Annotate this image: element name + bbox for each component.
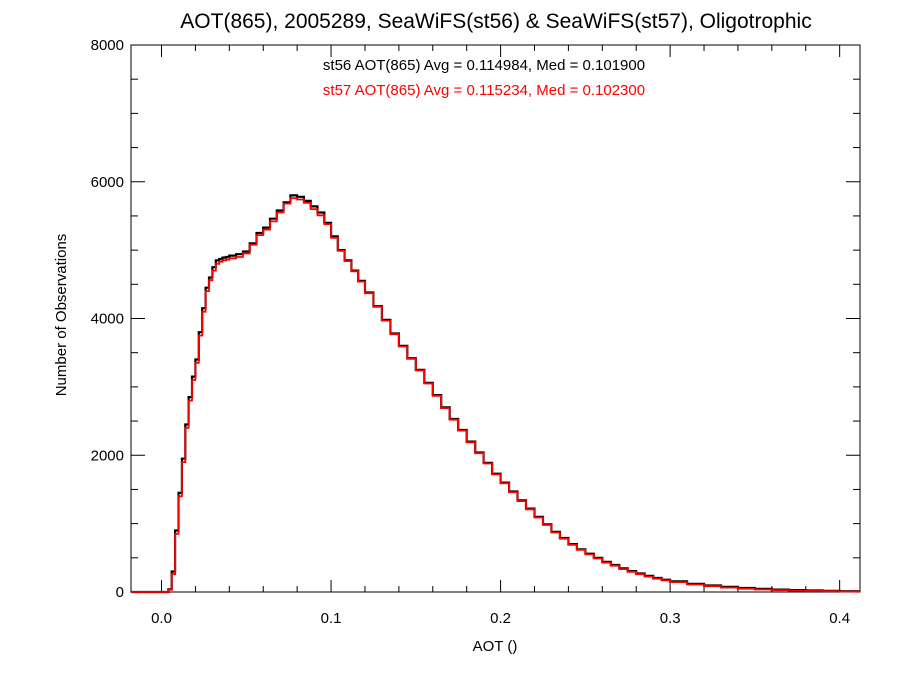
series-st56-line [131, 194, 860, 594]
plot-frame [130, 44, 861, 593]
x-tick-label: 0.4 [829, 610, 850, 627]
y-tick-label: 8000 [91, 37, 124, 54]
y-tick-label: 6000 [91, 174, 124, 191]
x-axis-ticks: 0.0 0.1 0.2 0.3 0.4 [151, 45, 850, 627]
y-tick-label: 0 [116, 584, 124, 601]
y-axis-label: Number of Observations [53, 234, 70, 397]
series-st57-line [131, 197, 860, 593]
y-tick-label: 2000 [91, 447, 124, 464]
x-axis-label: AOT () [473, 638, 518, 655]
y-axis-ticks: 0 2000 4000 6000 8000 [91, 37, 860, 601]
series-layer [131, 194, 860, 594]
annotation-st57-stats: st57 AOT(865) Avg = 0.115234, Med = 0.10… [323, 82, 645, 99]
annotation-st56-stats: st56 AOT(865) Avg = 0.114984, Med = 0.10… [323, 57, 645, 74]
x-tick-label: 0.3 [660, 610, 681, 627]
x-tick-label: 0.2 [490, 610, 511, 627]
y-tick-label: 4000 [91, 311, 124, 328]
x-tick-label: 0.1 [321, 610, 342, 627]
x-tick-label: 0.0 [151, 610, 172, 627]
chart-title: AOT(865), 2005289, SeaWiFS(st56) & SeaWi… [180, 10, 811, 33]
